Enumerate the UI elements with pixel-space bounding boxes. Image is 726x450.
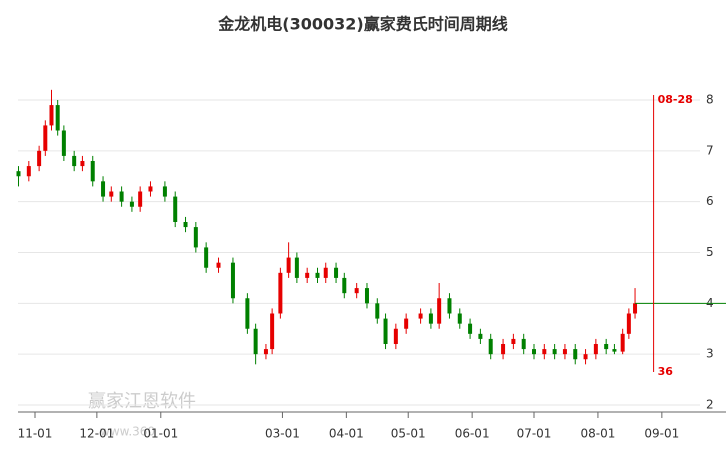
candle-body [173, 196, 178, 222]
candle-body [61, 130, 66, 156]
x-tick-label: 11-01 [18, 427, 53, 441]
candle-body [633, 303, 638, 314]
candle-body [72, 155, 77, 167]
candle-body [16, 171, 21, 177]
candle-body [315, 272, 320, 278]
candle-body [542, 349, 547, 355]
candle-body [428, 313, 433, 324]
candle-body [334, 267, 339, 278]
x-tick-label: 05-01 [391, 427, 426, 441]
candle-body [162, 186, 167, 197]
candle-body [501, 344, 506, 355]
y-tick-label: 7 [706, 143, 714, 157]
candle-body [593, 344, 598, 355]
watermark-url: www.360 [100, 425, 155, 439]
y-tick-label: 8 [706, 93, 714, 107]
candle-body [230, 262, 235, 299]
candle-body [294, 257, 299, 278]
candle-body [342, 277, 347, 294]
candle-body [383, 318, 388, 344]
candle-body [183, 222, 188, 228]
x-tick-label: 09-01 [644, 427, 679, 441]
watermark: 赢家江恩软件 [88, 390, 196, 412]
candle-body [138, 191, 143, 207]
candle-body [364, 288, 369, 304]
x-tick-label: 04-01 [329, 427, 364, 441]
candle-body [90, 161, 95, 182]
candle-body [552, 349, 557, 355]
candle-body [612, 349, 617, 352]
candle-body [109, 191, 114, 197]
candle-body [468, 323, 473, 334]
candle-body [37, 150, 42, 167]
candle-body [620, 333, 625, 352]
candle-body [129, 201, 134, 207]
candle-body [626, 313, 631, 334]
candle-body [278, 272, 283, 314]
candle-body [354, 288, 359, 294]
candle-body [80, 161, 85, 167]
candle-body [573, 349, 578, 360]
candle-body [270, 313, 275, 350]
x-tick-label: 08-01 [580, 427, 615, 441]
y-tick-label: 3 [706, 347, 714, 361]
y-tick-label: 6 [706, 194, 714, 208]
chart-title: 金龙机电(300032)赢家费氏时间周期线 [217, 15, 507, 34]
candle-body [521, 338, 526, 350]
candle-body [263, 349, 268, 355]
x-tick-label: 01-01 [143, 427, 178, 441]
candle-body [55, 105, 60, 131]
candle-body [393, 328, 398, 344]
candle-body [404, 318, 409, 329]
candle-body [488, 338, 493, 355]
candle-body [216, 262, 221, 268]
candle-body [49, 105, 54, 126]
x-tick-label: 12-01 [79, 427, 114, 441]
candle-body [532, 349, 537, 355]
candle-body [193, 227, 198, 248]
candle-body [119, 191, 124, 202]
candle-body [26, 166, 31, 177]
candle-body [457, 313, 462, 324]
candle-body [583, 354, 588, 360]
candle-body [562, 349, 567, 355]
y-tick-label: 2 [706, 398, 714, 412]
candle-body [245, 298, 250, 329]
candle-body [604, 344, 609, 350]
candle-body [204, 247, 209, 268]
candle-body [101, 181, 106, 197]
candle-body [418, 313, 423, 319]
x-tick-label: 03-01 [265, 427, 300, 441]
cycle-label: 36 [658, 365, 674, 378]
cycle-date: 08-28 [658, 93, 693, 106]
candle-body [43, 125, 48, 151]
candle-body [148, 186, 153, 192]
candle-body [511, 338, 516, 344]
y-tick-label: 5 [706, 245, 714, 259]
candle-body [447, 298, 452, 314]
candle-body [478, 333, 483, 339]
candle-body [286, 257, 291, 273]
x-tick-label: 07-01 [517, 427, 552, 441]
candle-body [437, 298, 442, 324]
candle-body [323, 267, 328, 278]
candle-body [253, 328, 258, 355]
x-tick-label: 06-01 [455, 427, 490, 441]
candle-body [305, 272, 310, 278]
candle-body [375, 303, 380, 319]
